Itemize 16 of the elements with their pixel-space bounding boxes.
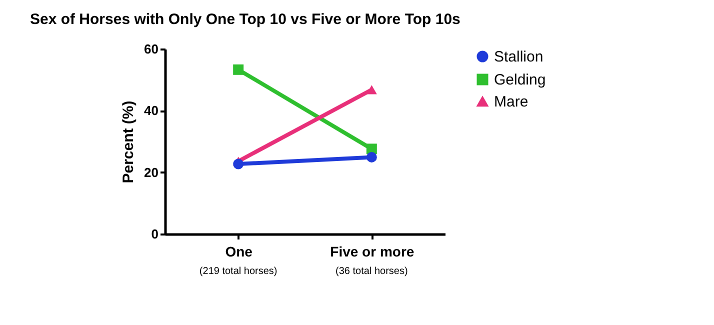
y-axis-title: Percent (%) xyxy=(120,100,138,184)
y-tick-label: 60 xyxy=(144,42,158,56)
legend-label: Mare xyxy=(494,94,528,110)
point xyxy=(233,158,244,170)
y-tick-label: 20 xyxy=(144,164,158,180)
legend-label: Gelding xyxy=(494,72,546,88)
point xyxy=(366,152,377,162)
x-tick-label: One xyxy=(225,244,253,260)
chart-title: Sex of Horses with Only One Top 10 vs Five or More Top 10s xyxy=(30,11,460,28)
y-tick-label: 40 xyxy=(144,103,158,118)
y-tick-label: 0 xyxy=(151,226,158,242)
text: (36 total horses) xyxy=(336,266,408,277)
x-tick-label: Five or more xyxy=(330,244,414,260)
legend-label: Stallion xyxy=(494,48,544,66)
point xyxy=(233,64,244,75)
text: (219 total horses) xyxy=(199,266,278,277)
